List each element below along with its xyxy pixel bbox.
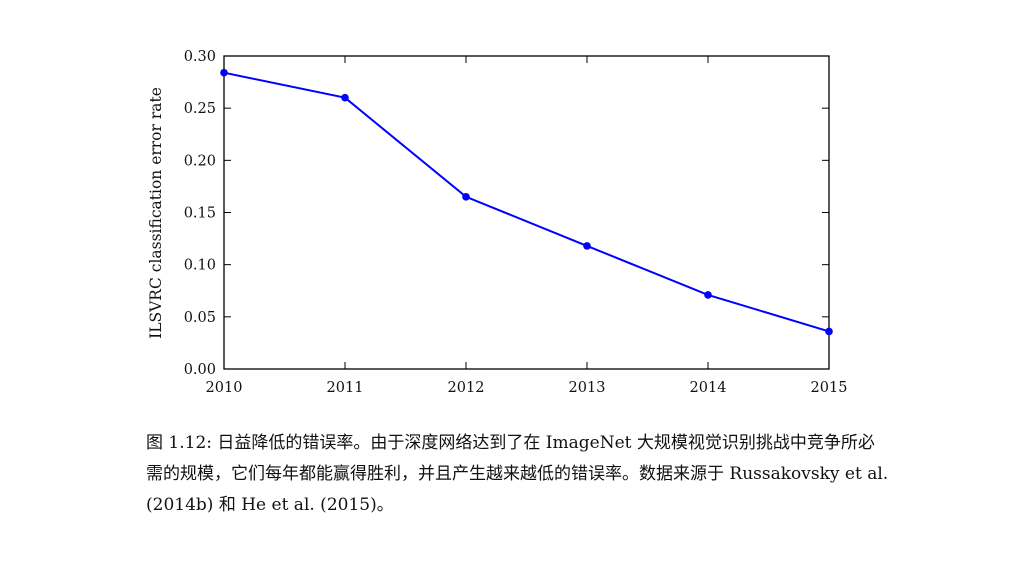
data-point <box>341 93 349 102</box>
y-tick-label: 0.15 <box>184 206 216 222</box>
data-point <box>583 242 591 250</box>
y-axis-ticks: 0.00 0.05 0.10 0.15 0.20 0.25 0.30 <box>184 49 829 378</box>
x-tick-label: 2013 <box>569 380 606 396</box>
caption-line-1: 图 1.12: 日益降低的错误率。由于深度网络达到了在 ImageNet 大规模… <box>146 433 875 453</box>
y-tick-label: 0.00 <box>184 362 216 378</box>
data-point <box>462 193 470 201</box>
data-point <box>825 327 833 336</box>
y-tick-label: 0.20 <box>184 153 216 169</box>
plot-frame <box>223 55 830 370</box>
y-axis-label: ILSVRC classification error rate <box>147 87 165 339</box>
error-rate-chart: 0.000.050.100.150.200.250.30 2010 2011 201… <box>147 49 848 396</box>
x-tick-label: 2014 <box>690 380 727 396</box>
y-tick-label: 0.05 <box>184 310 216 326</box>
series-layer <box>220 68 833 336</box>
plot-border <box>223 55 830 370</box>
figure-caption: 图 1.12: 日益降低的错误率。由于深度网络达到了在 ImageNet 大规模… <box>146 428 1016 521</box>
x-tick-label: 2011 <box>327 380 364 396</box>
y-tick-label: 0.30 <box>184 49 216 65</box>
data-point <box>220 68 228 77</box>
caption-line-3: (2014b) 和 He et al. (2015)。 <box>146 495 394 515</box>
x-tick-label: 2012 <box>448 380 485 396</box>
series-line <box>223 71 830 333</box>
y-tick-label: 0.25 <box>184 101 216 117</box>
y-tick-label: 0.10 <box>184 258 216 274</box>
x-tick-label: 2015 <box>811 380 848 396</box>
caption-line-2: 需的规模，它们每年都能赢得胜利，并且产生越来越低的错误率。数据来源于 Russa… <box>146 464 889 484</box>
data-point <box>704 291 712 299</box>
x-tick-label: 2010 <box>206 380 243 396</box>
x-axis-ticks: 2010 2011 2012 2013 2014 2015 <box>206 56 848 396</box>
